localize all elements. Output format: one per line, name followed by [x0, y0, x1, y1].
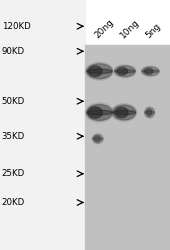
Ellipse shape — [87, 69, 112, 73]
Ellipse shape — [114, 65, 136, 78]
Ellipse shape — [117, 68, 128, 75]
Ellipse shape — [85, 62, 114, 80]
Ellipse shape — [113, 110, 136, 115]
Ellipse shape — [111, 104, 137, 122]
Ellipse shape — [142, 67, 159, 76]
Ellipse shape — [147, 109, 152, 116]
Text: 5ng: 5ng — [144, 22, 163, 40]
Ellipse shape — [94, 136, 100, 142]
Ellipse shape — [115, 66, 135, 77]
Text: 20ng: 20ng — [93, 18, 116, 40]
Ellipse shape — [115, 70, 135, 73]
Text: 90KD: 90KD — [2, 47, 25, 56]
Ellipse shape — [87, 64, 112, 79]
Bar — [85, 45, 170, 250]
Ellipse shape — [85, 103, 114, 122]
Ellipse shape — [93, 138, 103, 140]
Ellipse shape — [87, 110, 112, 115]
Text: 50KD: 50KD — [2, 97, 25, 106]
Ellipse shape — [93, 134, 103, 143]
Ellipse shape — [92, 133, 103, 144]
Ellipse shape — [144, 68, 153, 74]
Ellipse shape — [142, 70, 159, 72]
Text: 25KD: 25KD — [2, 169, 25, 178]
Ellipse shape — [145, 111, 154, 114]
Bar — [0, 0, 85, 250]
Ellipse shape — [88, 107, 102, 118]
Text: 20KD: 20KD — [2, 198, 25, 207]
Text: 10ng: 10ng — [119, 17, 141, 40]
Ellipse shape — [145, 108, 154, 118]
Text: 120KD: 120KD — [2, 22, 30, 31]
Ellipse shape — [87, 104, 112, 120]
Ellipse shape — [115, 107, 128, 118]
Ellipse shape — [113, 105, 136, 120]
Ellipse shape — [88, 66, 102, 76]
Ellipse shape — [141, 66, 160, 77]
Text: 35KD: 35KD — [2, 132, 25, 141]
Ellipse shape — [144, 106, 155, 118]
